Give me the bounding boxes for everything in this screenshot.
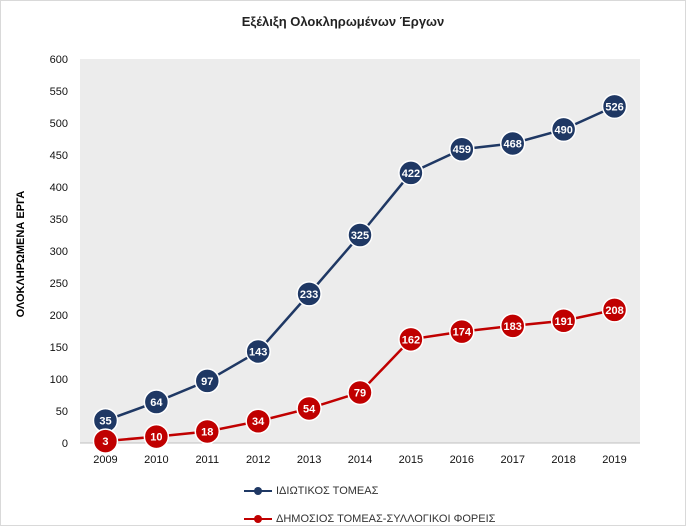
data-point: [296, 281, 322, 307]
chart-title: Εξέλιξη Ολοκληρωμένων Έργων: [241, 14, 445, 29]
data-point: [194, 368, 221, 394]
data-point: [194, 418, 221, 445]
data-point: [550, 116, 577, 143]
data-point: [499, 313, 526, 339]
x-tick-label: 2013: [297, 454, 321, 466]
legend: ΙΔΙΩΤΙΚΟΣ ΤΟΜΕΑΣ ΔΗΜΟΣΙΟΣ ΤΟΜΕΑΣ-ΣΥΛΛΟΓΙ…: [244, 483, 495, 527]
x-tick-label: 2019: [602, 454, 626, 466]
data-point: [245, 408, 271, 434]
data-label: 97: [201, 376, 213, 388]
data-point: [245, 338, 271, 365]
data-label: 526: [605, 101, 623, 113]
data-label: 174: [453, 327, 472, 339]
x-tick-label: 2009: [93, 454, 117, 466]
data-point: [92, 428, 119, 454]
legend-swatch-private: [244, 485, 272, 497]
data-point: [601, 297, 628, 323]
data-label: 143: [249, 346, 267, 358]
plot-area: [80, 59, 640, 443]
y-tick-label: 500: [50, 118, 68, 130]
x-tick-label: 2015: [399, 454, 423, 466]
x-tick-label: 2014: [348, 454, 372, 466]
x-tick-label: 2017: [500, 454, 524, 466]
x-tick-label: 2012: [246, 454, 270, 466]
x-tick-label: 2018: [551, 454, 575, 466]
data-label: 79: [354, 387, 366, 399]
x-tick-label: 2010: [144, 454, 168, 466]
data-label: 18: [201, 426, 213, 438]
y-axis-label: ΟΛΟΚΛΗΡΩΜΕΝΑ ΕΡΓΑ: [15, 191, 27, 318]
data-label: 233: [300, 289, 318, 301]
data-label: 490: [554, 124, 572, 136]
data-point: [143, 389, 170, 415]
data-label: 35: [99, 416, 111, 428]
data-point: [499, 130, 526, 157]
y-tick-label: 150: [50, 342, 68, 354]
data-point: [143, 423, 170, 450]
y-tick-label: 600: [50, 54, 68, 66]
data-label: 325: [351, 230, 369, 242]
x-tick-label: 2011: [195, 454, 219, 466]
y-tick-label: 250: [50, 278, 68, 290]
data-point: [398, 326, 424, 353]
data-label: 183: [504, 321, 522, 333]
legend-item-public: ΔΗΜΟΣΙΟΣ ΤΟΜΕΑΣ-ΣΥΛΛΟΓΙΚΟΙ ΦΟΡΕΙΣ: [244, 511, 495, 527]
data-point: [398, 160, 424, 186]
data-label: 191: [554, 316, 572, 328]
data-label: 459: [453, 144, 471, 156]
data-label: 54: [303, 403, 316, 415]
y-tick-label: 200: [50, 310, 68, 322]
data-label: 208: [605, 305, 623, 317]
y-tick-label: 50: [56, 406, 68, 418]
data-label: 162: [402, 334, 420, 346]
legend-swatch-public: [244, 513, 272, 525]
data-label: 468: [504, 138, 522, 150]
y-tick-label: 350: [50, 214, 68, 226]
y-tick-label: 300: [50, 246, 68, 258]
legend-label-private: ΙΔΙΩΤΙΚΟΣ ΤΟΜΕΑΣ: [276, 485, 379, 497]
data-label: 3: [102, 436, 108, 448]
y-tick-label: 550: [50, 86, 68, 98]
legend-item-private: ΙΔΙΩΤΙΚΟΣ ΤΟΜΕΑΣ: [244, 483, 495, 499]
data-label: 34: [252, 416, 265, 428]
data-point: [347, 222, 373, 248]
data-point: [550, 308, 577, 334]
y-tick-label: 400: [50, 182, 68, 194]
data-label: 10: [150, 432, 162, 444]
data-point: [601, 93, 628, 120]
y-tick-label: 450: [50, 150, 68, 162]
line-chart: 0 50 100 150 200 250 300 350 400 450 500 550 600 2009…: [15, 54, 640, 466]
data-point: [449, 136, 475, 162]
x-tick-label: 2016: [450, 454, 474, 466]
data-point: [347, 379, 373, 406]
y-tick-label: 0: [62, 438, 68, 450]
y-tick-label: 100: [50, 374, 68, 386]
data-label: 64: [150, 397, 163, 409]
data-point: [296, 395, 322, 422]
legend-label-public: ΔΗΜΟΣΙΟΣ ΤΟΜΕΑΣ-ΣΥΛΛΟΓΙΚΟΙ ΦΟΡΕΙΣ: [276, 513, 496, 525]
data-label: 422: [402, 168, 420, 180]
data-point: [449, 318, 475, 345]
